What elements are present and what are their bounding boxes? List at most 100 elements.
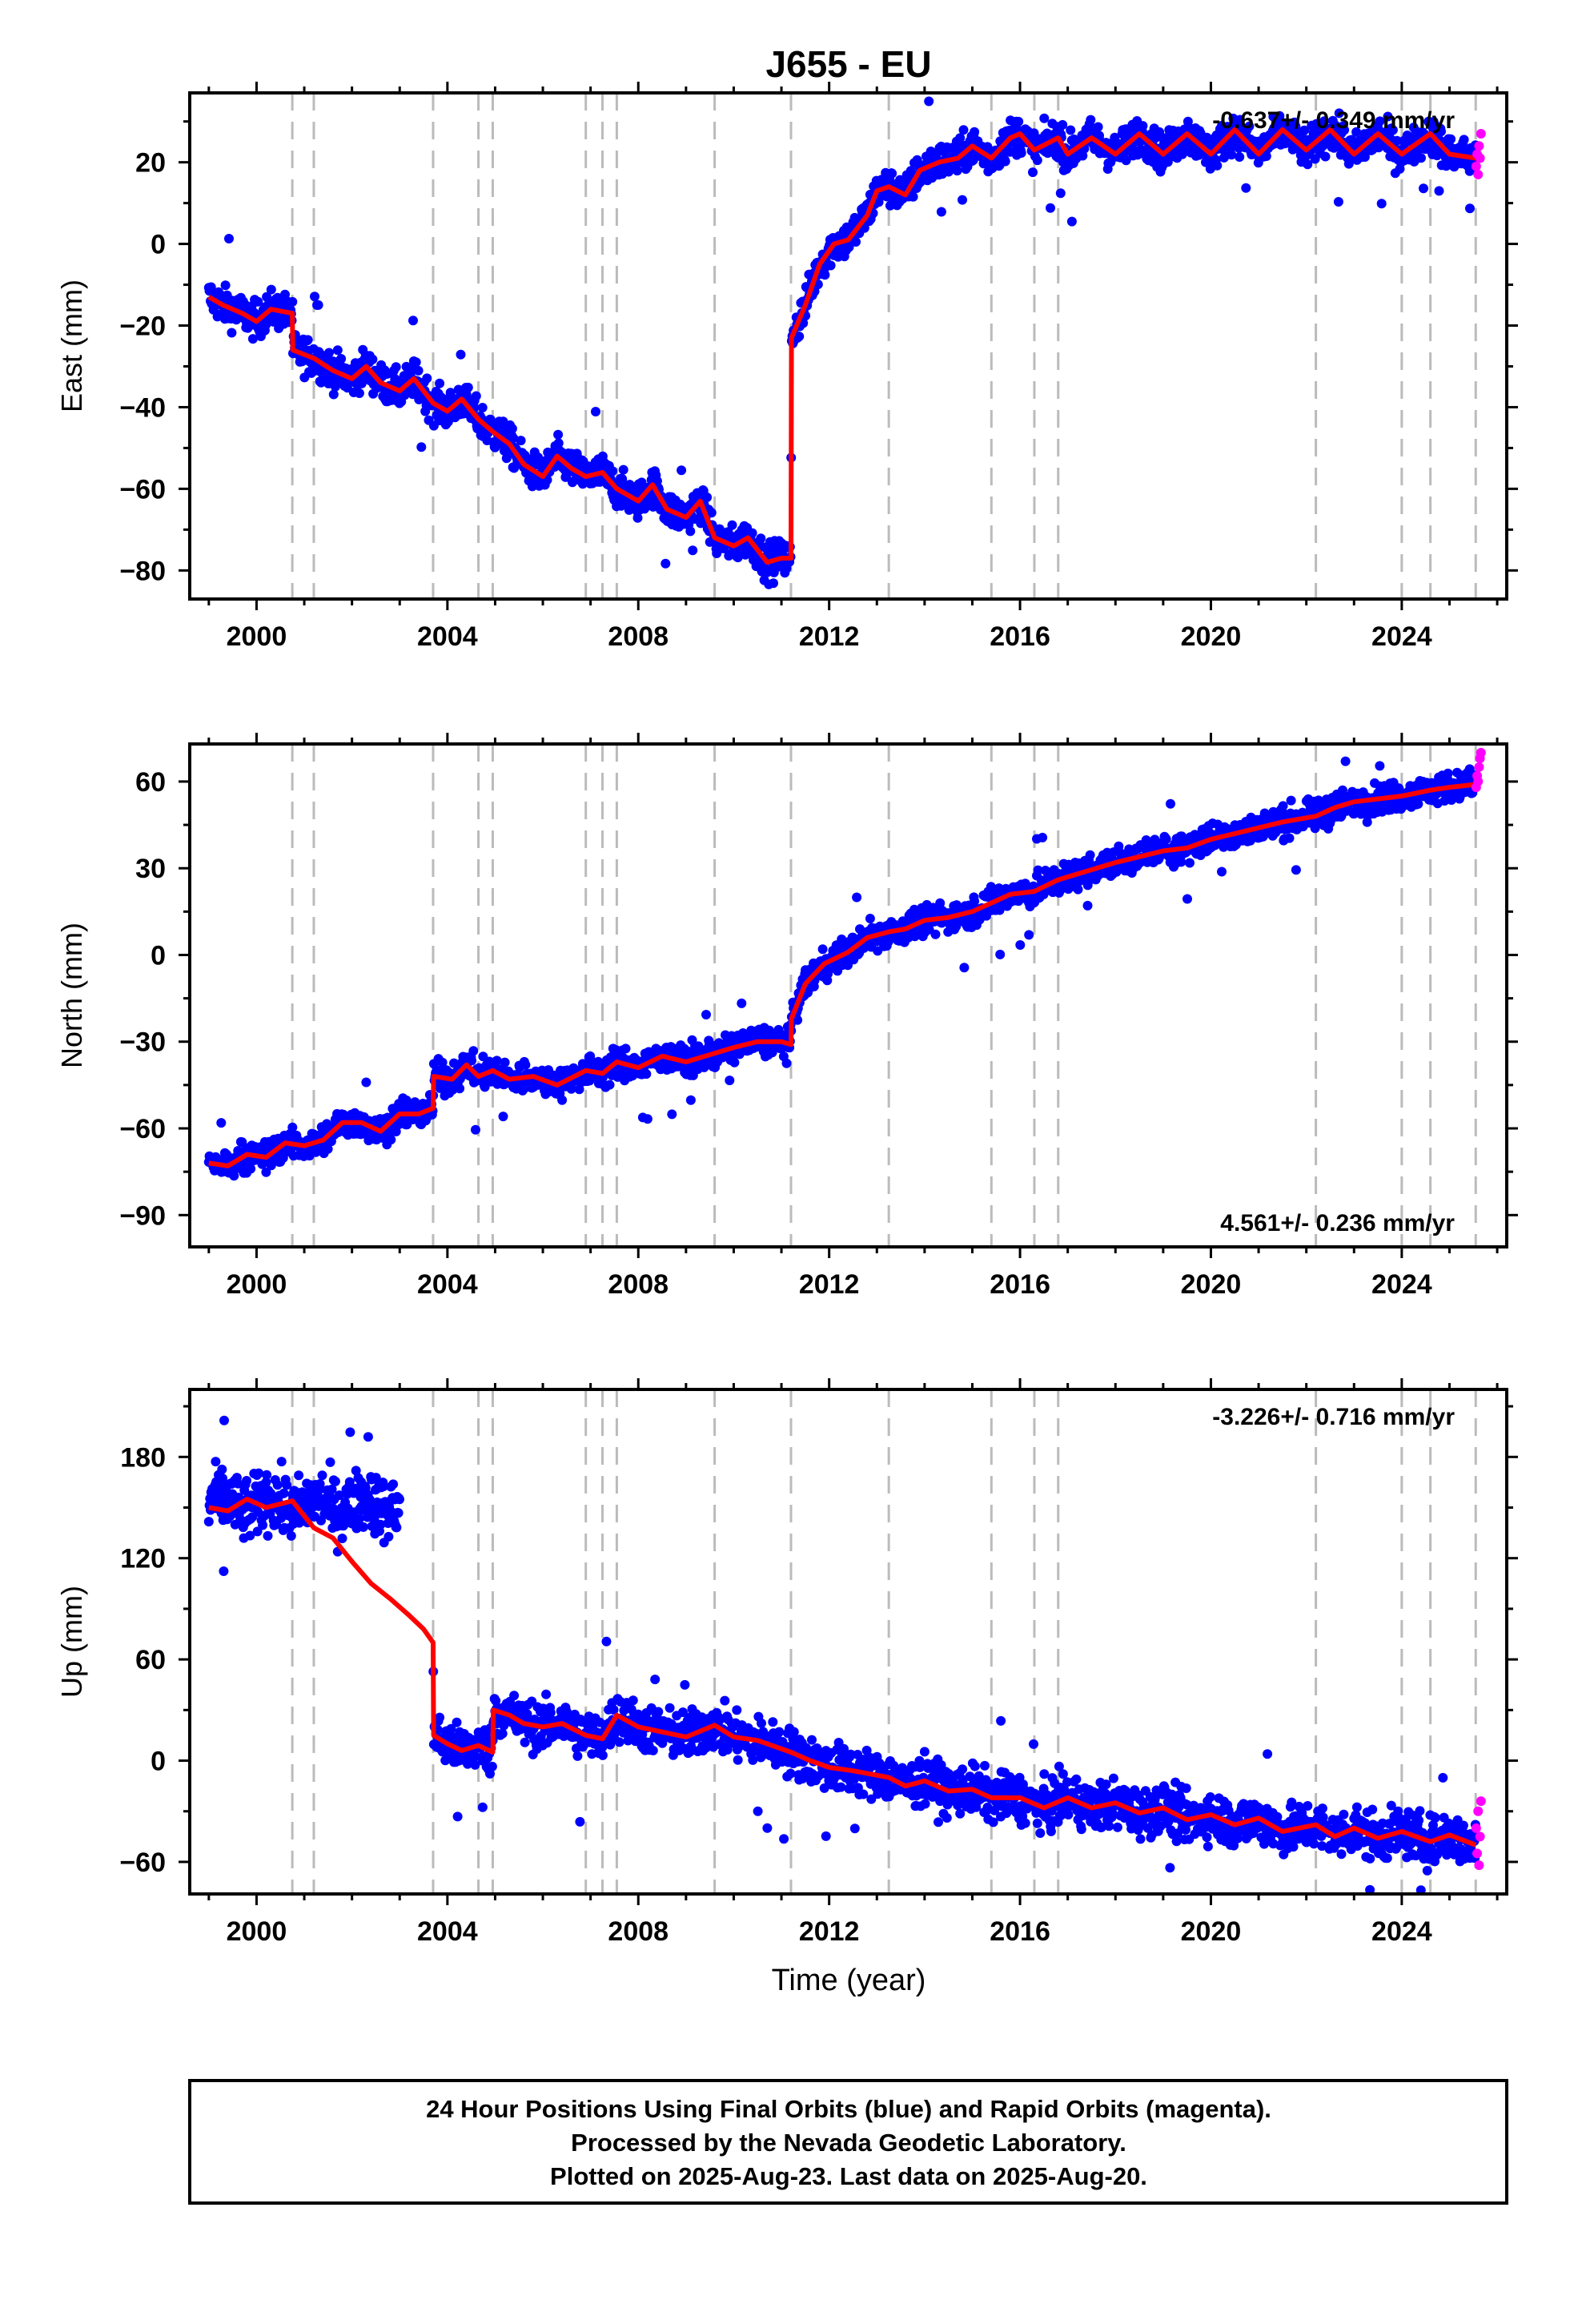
data-point <box>317 1470 327 1481</box>
data-point <box>1014 116 1024 127</box>
data-point <box>852 892 862 903</box>
data-point <box>729 1057 740 1068</box>
chart-title: J655 - EU <box>765 43 931 85</box>
data-point <box>1261 151 1271 161</box>
data-point <box>354 388 364 398</box>
data-point <box>229 1171 239 1181</box>
data-point <box>1000 156 1010 167</box>
data-point <box>330 1476 340 1486</box>
rapid-point <box>1473 776 1484 786</box>
data-point <box>685 1095 696 1105</box>
data-point <box>1176 857 1186 867</box>
data-point <box>1138 121 1148 131</box>
data-point <box>620 1043 631 1054</box>
data-point <box>677 465 687 476</box>
data-point <box>617 474 628 485</box>
data-point <box>637 1112 648 1123</box>
y-axis-label: North (mm) <box>55 923 88 1068</box>
data-point <box>303 335 313 345</box>
data-point <box>1319 116 1330 127</box>
data-point <box>958 195 967 205</box>
data-point <box>1086 115 1096 125</box>
data-point <box>727 520 737 530</box>
data-point <box>233 1478 243 1489</box>
data-point <box>258 1520 268 1530</box>
data-point <box>1434 186 1444 196</box>
data-point <box>641 1069 652 1080</box>
rapid-point <box>1475 153 1485 163</box>
data-point <box>507 424 517 434</box>
y-tick-label: 0 <box>151 230 166 260</box>
data-point <box>1032 155 1042 166</box>
y-tick-label: 20 <box>135 148 166 179</box>
data-point <box>688 545 698 556</box>
data-point <box>313 300 323 310</box>
data-point <box>1333 197 1343 207</box>
x-tick-label: 2020 <box>1181 1269 1242 1300</box>
rapid-point <box>1473 169 1484 179</box>
data-point <box>604 1080 615 1090</box>
data-point <box>247 334 258 344</box>
data-point <box>1033 865 1043 875</box>
y-tick-label: −20 <box>119 312 166 342</box>
data-point <box>367 354 378 364</box>
data-point <box>500 1057 510 1068</box>
data-point <box>334 1490 344 1501</box>
data-point <box>959 963 970 973</box>
data-point <box>1320 151 1331 162</box>
data-point <box>1212 160 1223 171</box>
data-point <box>908 191 918 202</box>
data-point <box>618 464 628 475</box>
data-point <box>254 1468 264 1478</box>
final-orbit-points <box>203 1415 1480 1894</box>
rapid-point <box>1474 141 1484 151</box>
data-point <box>1416 153 1426 163</box>
north-panel: 2000 2004 2008 2012 2016 2020 2024−90−60−30030… <box>55 733 1518 1300</box>
final-orbit-points <box>203 72 1480 589</box>
data-point <box>245 1530 255 1541</box>
data-point <box>391 1127 401 1136</box>
data-point <box>286 1530 296 1541</box>
data-point <box>276 1457 287 1467</box>
data-point <box>1291 865 1301 875</box>
data-point <box>591 407 600 416</box>
data-point <box>361 1077 371 1088</box>
data-point <box>1066 216 1077 227</box>
data-point <box>1286 795 1296 806</box>
data-point <box>287 1122 298 1132</box>
data-point <box>817 944 828 955</box>
data-point <box>1383 111 1393 122</box>
offset-lines <box>291 744 1477 1247</box>
data-point <box>1375 761 1385 771</box>
data-point <box>471 1124 480 1135</box>
data-point <box>218 1474 227 1483</box>
rapid-orbit-points <box>1471 128 1486 179</box>
data-point <box>413 365 424 376</box>
data-point <box>263 1530 273 1541</box>
data-point <box>455 1084 465 1094</box>
data-point <box>865 914 875 923</box>
data-point <box>1082 900 1093 911</box>
rapid-point <box>1474 762 1484 772</box>
data-point <box>1028 167 1038 178</box>
rate-annotation: 4.561+/- 0.236 mm/yr <box>1220 1210 1455 1236</box>
data-point <box>952 166 962 176</box>
data-point <box>294 1470 304 1481</box>
data-point <box>632 513 643 523</box>
x-tick-label: 2012 <box>799 621 860 652</box>
data-point <box>747 528 757 538</box>
data-point <box>930 929 941 939</box>
data-point <box>1166 798 1175 809</box>
data-point <box>266 284 276 295</box>
data-point <box>1376 199 1387 209</box>
data-point <box>701 1010 711 1019</box>
data-point <box>262 1470 272 1480</box>
data-point <box>706 508 717 518</box>
data-point <box>1055 188 1066 199</box>
data-point <box>416 442 427 452</box>
data-point <box>553 438 564 448</box>
data-point <box>851 237 861 247</box>
data-point <box>1016 72 1026 82</box>
data-point <box>1284 833 1295 843</box>
